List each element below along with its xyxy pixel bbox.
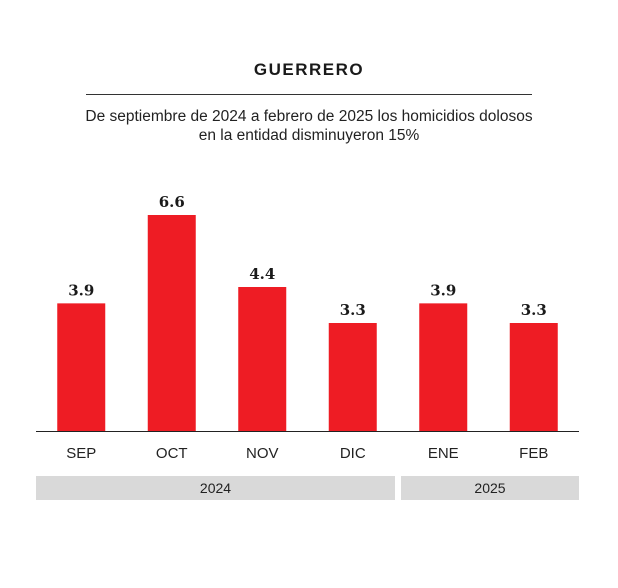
- year-label-2024: 2024: [200, 480, 231, 496]
- value-label-feb: 3.3: [521, 301, 547, 319]
- value-label-sep: 3.9: [68, 281, 94, 299]
- value-label-nov: 4.4: [249, 265, 275, 283]
- category-label-nov: NOV: [246, 445, 279, 462]
- subtitle-line-1: De septiembre de 2024 a febrero de 2025 …: [85, 108, 533, 125]
- bar-oct: [147, 215, 196, 431]
- category-label-dic: DIC: [340, 445, 366, 462]
- category-label-sep: SEP: [66, 445, 96, 462]
- year-band-2024: [36, 476, 395, 500]
- year-label-2025: 2025: [474, 480, 505, 496]
- bar-ene: [419, 303, 468, 431]
- value-label-dic: 3.3: [340, 301, 366, 319]
- category-label-oct: OCT: [156, 445, 188, 462]
- bar-nov: [238, 287, 287, 431]
- bar-sep: [57, 303, 106, 431]
- category-label-ene: ENE: [428, 445, 459, 462]
- chart-subtitle: De septiembre de 2024 a febrero de 2025 …: [40, 107, 578, 145]
- subtitle-line-2: en la entidad disminuyeron 15%: [198, 127, 420, 144]
- value-label-oct: 6.6: [159, 193, 185, 211]
- year-band-2025: [401, 476, 579, 500]
- title-divider: [86, 94, 532, 95]
- category-label-feb: FEB: [519, 445, 548, 462]
- chart-title: GUERRERO: [253, 60, 365, 79]
- bar-dic: [328, 323, 377, 431]
- bar-feb: [509, 323, 558, 431]
- value-label-ene: 3.9: [430, 281, 456, 299]
